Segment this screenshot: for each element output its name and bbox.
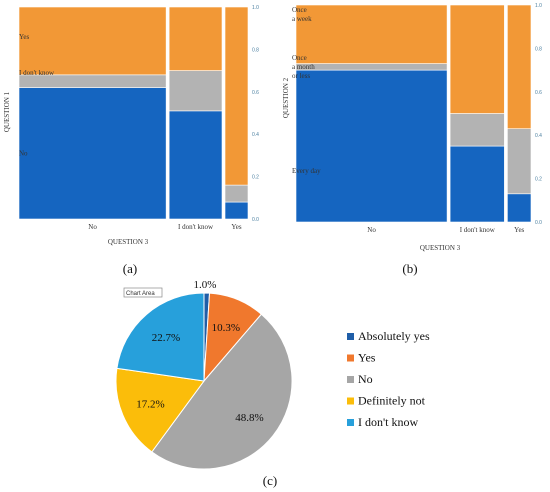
b-tile-0-2: [295, 4, 448, 64]
a-ytick-1: 0.2: [252, 175, 259, 181]
pie-label-1: 10.3%: [212, 322, 240, 334]
b-ytick-4: 0.8: [535, 46, 542, 52]
a-panel-label: (a): [123, 261, 137, 276]
legend-label-3: Definitely not: [358, 394, 426, 408]
a-ycat-1: I don't know: [19, 69, 55, 77]
pie-label-4: 22.7%: [152, 332, 180, 344]
legend-swatch-3: [347, 397, 354, 405]
legend-label-0: Absolutely yes: [358, 329, 430, 343]
b-ytick-2: 0.4: [535, 133, 542, 139]
pie-slice-3: [115, 367, 205, 453]
a-ylabel: QUESTION 1: [3, 91, 11, 132]
legend-swatch-4: [347, 419, 354, 426]
a-xcat-1: I don't know: [178, 223, 214, 231]
a-tile-0-0: [18, 87, 167, 220]
legend-swatch-2: [347, 376, 354, 383]
b-ycat-1: Once a month or less: [292, 54, 315, 80]
legend-label-2: No: [358, 372, 373, 386]
pie-slice-2: [151, 313, 293, 470]
b-xcat-2: Yes: [514, 226, 524, 234]
pie-slice-4: [116, 292, 205, 382]
a-tile-2-2: [224, 6, 249, 186]
b-ycat-0: Every day: [292, 167, 321, 175]
a-ycat-0: No: [19, 149, 28, 157]
a-tile-0-2: [18, 6, 167, 76]
a-xcat-2: Yes: [231, 223, 241, 231]
legend-swatch-0: [347, 333, 354, 340]
a-tile-2-0: [224, 201, 249, 220]
b-xcat-1: I don't know: [460, 226, 496, 234]
b-ycat-2: Once a week: [292, 6, 312, 23]
chart-area-tag-text: Chart Area: [126, 291, 155, 297]
mosaic-chart-a: 0.0 0.2 0.4 0.6 0.8 1.0 No I don't know Yes No I…: [3, 5, 259, 276]
pie-label-0: 1.0%: [194, 279, 217, 291]
pie-label-2: 48.8%: [235, 412, 263, 424]
b-ytick-5: 1.0: [535, 3, 542, 9]
b-ytick-3: 0.6: [535, 90, 542, 96]
chart-area-tag: Chart Area: [123, 287, 163, 298]
b-tile-0-0: [295, 69, 448, 223]
a-ytick-4: 0.8: [252, 47, 259, 53]
b-tile-0-1: [295, 63, 448, 71]
pie-chart-c: Chart Area 1.0% 10.3% 48.8% 17.2% 22.7% Abso…: [115, 279, 430, 488]
b-ylabel: QUESTION 2: [282, 77, 290, 118]
b-ytick-1: 0.2: [535, 177, 542, 183]
a-ytick-2: 0.4: [252, 132, 259, 138]
b-tile-2-2: [507, 4, 532, 129]
b-panel-label: (b): [402, 261, 417, 276]
mosaic-chart-b: 0.0 0.2 0.4 0.6 0.8 1.0 Every day Once a month o…: [282, 3, 542, 276]
a-ytick-3: 0.6: [252, 90, 259, 96]
b-ytick-0: 0.0: [535, 220, 542, 226]
a-tile-1-2: [168, 6, 223, 71]
b-xlabel: QUESTION 3: [420, 244, 461, 252]
a-xcat-0: No: [88, 223, 97, 231]
a-tile-1-0: [168, 110, 223, 220]
a-xlabel: QUESTION 3: [108, 238, 149, 246]
a-ytick-5: 1.0: [252, 5, 259, 11]
a-ytick-0: 0.0: [252, 217, 259, 223]
b-tile-2-1: [507, 128, 532, 195]
b-tile-1-1: [449, 113, 505, 147]
a-tile-1-1: [168, 70, 223, 112]
b-tile-2-0: [507, 193, 532, 223]
b-xcat-0: No: [367, 226, 376, 234]
legend-swatch-1: [347, 354, 354, 362]
a-ycat-2: Yes: [19, 33, 29, 41]
pie-label-3: 17.2%: [136, 398, 164, 410]
legend-label-4: I don't know: [358, 415, 418, 429]
b-tile-1-0: [449, 145, 505, 223]
legend-label-1: Yes: [358, 351, 376, 365]
a-tile-2-1: [224, 184, 249, 203]
b-tile-1-2: [449, 4, 505, 114]
c-panel-label: (c): [263, 473, 277, 488]
